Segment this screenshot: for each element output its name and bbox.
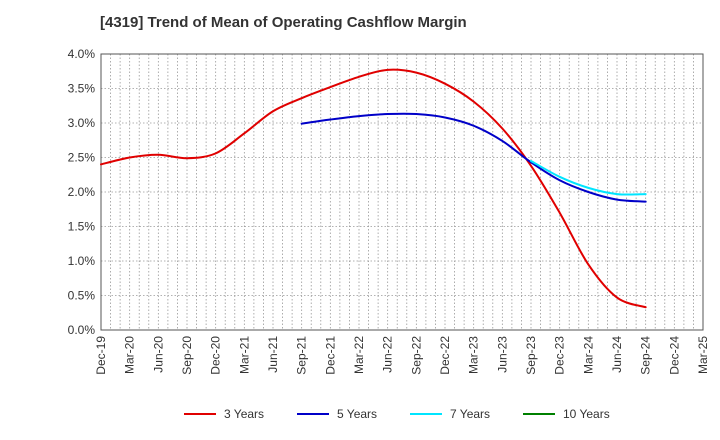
y-tick-label: 0.5% xyxy=(68,289,96,303)
x-tick-label: Mar-20 xyxy=(123,336,137,374)
y-tick-label: 2.0% xyxy=(68,185,96,199)
x-tick-label: Jun-20 xyxy=(151,336,165,373)
x-tick-label: Sep-22 xyxy=(409,336,423,375)
x-tick-label: Dec-21 xyxy=(323,336,337,375)
x-tick-label: Dec-24 xyxy=(667,336,681,375)
grid-layer xyxy=(100,53,704,331)
x-tick-label: Sep-20 xyxy=(180,336,194,375)
series-line-3-years xyxy=(100,68,647,309)
plot-frame xyxy=(100,53,704,331)
legend-label: 3 Years xyxy=(224,407,264,421)
x-tick-label: Jun-21 xyxy=(266,336,280,373)
x-tick-label: Jun-24 xyxy=(610,336,624,373)
legend-label: 7 Years xyxy=(450,407,490,421)
series-line-7-years xyxy=(530,159,647,196)
legend-label: 5 Years xyxy=(337,407,377,421)
x-tick-label: Sep-21 xyxy=(295,336,309,375)
legend: 3 Years 5 Years 7 Years 10 Years xyxy=(184,407,610,421)
x-tick-label: Mar-23 xyxy=(467,336,481,374)
x-tick-label: Sep-23 xyxy=(524,336,538,375)
y-tick-label: 1.5% xyxy=(68,220,96,234)
x-tick-label: Dec-19 xyxy=(94,336,108,375)
series-line-5-years xyxy=(300,112,647,203)
x-tick-label: Sep-24 xyxy=(639,336,653,375)
axis-layer: 0.0% 0.5% 1.0% 1.5% 2.0% 2.5% 3.0% 3.5% 4.0% Dec-… xyxy=(68,47,710,375)
legend-label: 10 Years xyxy=(563,407,610,421)
y-tick-label: 3.0% xyxy=(68,116,96,130)
chart-title: [4319] Trend of Mean of Operating Cashfl… xyxy=(100,14,467,31)
x-tick-label: Mar-22 xyxy=(352,336,366,374)
y-tick-label: 2.5% xyxy=(68,151,96,165)
x-tick-label: Dec-22 xyxy=(438,336,452,375)
x-tick-label: Mar-24 xyxy=(581,336,595,374)
y-tick-label: 4.0% xyxy=(68,47,96,61)
x-tick-label: Jun-22 xyxy=(381,336,395,373)
y-tick-label: 1.0% xyxy=(68,254,96,268)
y-tick-label: 0.0% xyxy=(68,323,96,337)
series-layer xyxy=(100,68,647,309)
x-tick-label: Mar-21 xyxy=(237,336,251,374)
x-tick-label: Dec-20 xyxy=(209,336,223,375)
y-tick-label: 3.5% xyxy=(68,82,96,96)
x-tick-label: Jun-23 xyxy=(495,336,509,373)
x-tick-label: Dec-23 xyxy=(553,336,567,375)
x-tick-label: Mar-25 xyxy=(696,336,710,374)
